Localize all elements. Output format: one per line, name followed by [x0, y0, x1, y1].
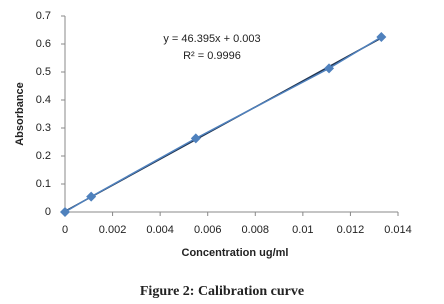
y-tick-label: 0: [45, 206, 51, 218]
point: [60, 207, 70, 217]
x-tick-label: 0.01: [292, 224, 313, 236]
y-tick-label: 0.4: [36, 94, 51, 106]
x-tick-label: 0.004: [146, 224, 174, 236]
y-tick-label: 0.2: [36, 150, 51, 162]
point: [86, 191, 97, 202]
y-tick-label: 0.1: [36, 178, 51, 190]
y-tick-label: 0.7: [36, 10, 51, 22]
x-axis-label: Concentration ug/ml: [182, 247, 289, 259]
point: [324, 63, 335, 74]
x-tick-label: 0.012: [337, 224, 365, 236]
y-tick-label: 0.5: [36, 66, 51, 78]
x-tick-label: 0: [62, 224, 68, 236]
x-tick-label: 0.014: [384, 224, 412, 236]
point: [376, 32, 387, 42]
x-tick-label: 0.008: [242, 224, 270, 236]
x-tick-label: 0.002: [99, 224, 127, 236]
y-tick-label: 0.6: [36, 38, 51, 50]
point: [190, 133, 201, 144]
x-tick-label: 0.006: [194, 224, 222, 236]
r-squared: R² = 0.9996: [183, 50, 241, 62]
y-tick-label: 0.3: [36, 122, 51, 134]
y-axis-label: Absorbance: [14, 82, 26, 146]
caption: Figure 2: Calibration curve: [140, 284, 304, 299]
equation: y = 46.395x + 0.003: [163, 33, 260, 45]
